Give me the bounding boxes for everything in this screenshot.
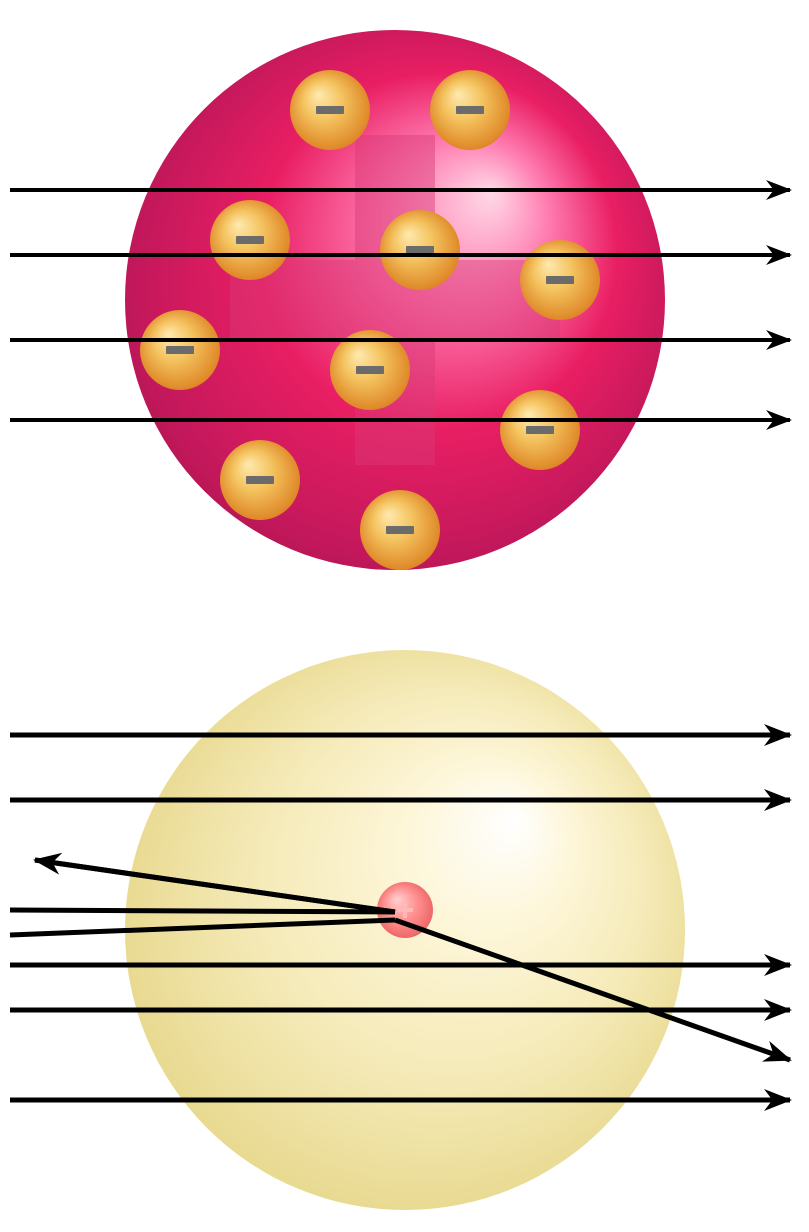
- deflected-arrow-incoming: [10, 910, 395, 912]
- electron: [500, 390, 580, 470]
- minus-icon: [316, 106, 344, 114]
- minus-icon: [236, 236, 264, 244]
- diagram-canvas: [0, 0, 809, 1232]
- minus-icon: [166, 346, 194, 354]
- electron: [290, 70, 370, 150]
- electron: [210, 200, 290, 280]
- minus-icon: [406, 246, 434, 254]
- minus-icon: [386, 526, 414, 534]
- electron: [380, 210, 460, 290]
- electron: [520, 240, 600, 320]
- electron: [360, 490, 440, 570]
- minus-icon: [546, 276, 574, 284]
- electron: [140, 310, 220, 390]
- minus-icon: [246, 476, 274, 484]
- minus-icon: [526, 426, 554, 434]
- minus-icon: [456, 106, 484, 114]
- electron: [220, 440, 300, 520]
- electron: [430, 70, 510, 150]
- minus-icon: [356, 366, 384, 374]
